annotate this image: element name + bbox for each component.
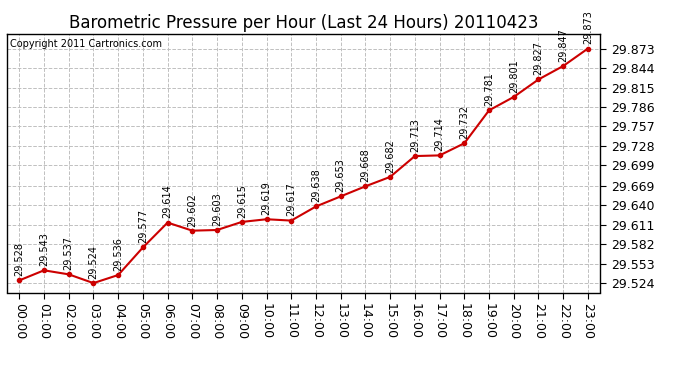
Text: 29.615: 29.615: [237, 184, 247, 218]
Text: 29.682: 29.682: [385, 139, 395, 173]
Text: Copyright 2011 Cartronics.com: Copyright 2011 Cartronics.com: [10, 39, 162, 49]
Text: 29.614: 29.614: [163, 184, 172, 218]
Text: 29.619: 29.619: [262, 182, 271, 215]
Text: 29.668: 29.668: [360, 148, 371, 182]
Text: 29.827: 29.827: [533, 41, 544, 75]
Text: 29.653: 29.653: [336, 158, 346, 192]
Text: 29.732: 29.732: [460, 105, 469, 139]
Text: 29.801: 29.801: [509, 59, 519, 93]
Text: 29.713: 29.713: [410, 118, 420, 152]
Text: 29.577: 29.577: [138, 209, 148, 243]
Text: 29.602: 29.602: [188, 193, 197, 226]
Text: 29.537: 29.537: [63, 236, 74, 270]
Title: Barometric Pressure per Hour (Last 24 Hours) 20110423: Barometric Pressure per Hour (Last 24 Ho…: [69, 14, 538, 32]
Text: 29.528: 29.528: [14, 242, 24, 276]
Text: 29.603: 29.603: [212, 192, 222, 226]
Text: 29.536: 29.536: [113, 237, 123, 271]
Text: 29.781: 29.781: [484, 72, 494, 106]
Text: 29.847: 29.847: [558, 28, 568, 62]
Text: 29.714: 29.714: [435, 117, 444, 151]
Text: 29.524: 29.524: [88, 245, 99, 279]
Text: 29.873: 29.873: [583, 10, 593, 44]
Text: 29.543: 29.543: [39, 232, 49, 266]
Text: 29.638: 29.638: [311, 168, 321, 202]
Text: 29.617: 29.617: [286, 183, 296, 216]
